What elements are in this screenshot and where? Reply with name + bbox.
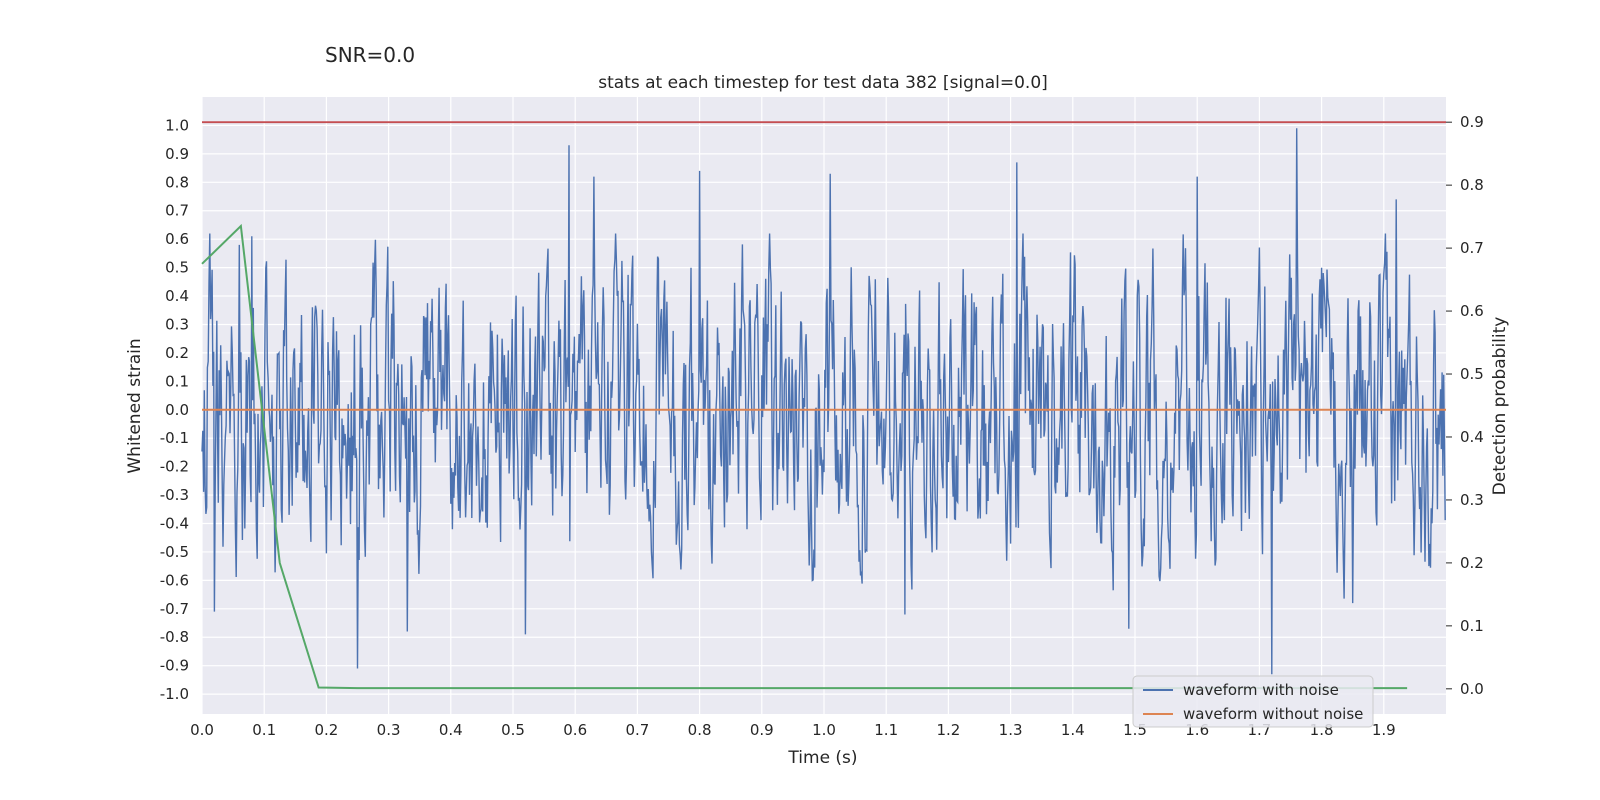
x-tick-label: 0.3 bbox=[377, 721, 401, 739]
legend-label-noisy: waveform with noise bbox=[1183, 681, 1339, 699]
x-tick-label: 1.3 bbox=[999, 721, 1023, 739]
y-tick-label: 0.2 bbox=[165, 344, 189, 362]
x-tick-label: 1.4 bbox=[1061, 721, 1085, 739]
y-tick-label: 0.7 bbox=[165, 202, 189, 220]
y-tick-label: 0.8 bbox=[165, 173, 189, 191]
y-tick-label: 0.3 bbox=[165, 315, 189, 333]
y-tick-label: 0.9 bbox=[165, 145, 189, 163]
y2-tick-label: 0.1 bbox=[1460, 617, 1484, 635]
chart-suptitle: SNR=0.0 bbox=[325, 43, 415, 67]
y-tick-label: -0.8 bbox=[160, 628, 189, 646]
y-tick-label: -1.0 bbox=[160, 685, 189, 703]
y-tick-label: 0.6 bbox=[165, 230, 189, 248]
x-axis-label: Time (s) bbox=[787, 748, 857, 768]
y-tick-label: 1.0 bbox=[165, 116, 189, 134]
chart-title: stats at each timestep for test data 382… bbox=[598, 73, 1048, 93]
y-tick-label: 0.1 bbox=[165, 372, 189, 390]
x-tick-label: 0.6 bbox=[563, 721, 587, 739]
y2-tick-label: 0.5 bbox=[1460, 365, 1484, 383]
x-tick-label: 0.1 bbox=[252, 721, 276, 739]
y2-tick-label: 0.3 bbox=[1460, 491, 1484, 509]
legend-label-clean: waveform without noise bbox=[1183, 705, 1363, 723]
x-tick-label: 1.2 bbox=[936, 721, 960, 739]
y-tick-label: -0.5 bbox=[160, 543, 189, 561]
y2-tick-label: 0.8 bbox=[1460, 176, 1484, 194]
series-waveform-with-noise bbox=[201, 128, 1446, 675]
y-tick-label: 0.0 bbox=[165, 401, 189, 419]
y-tick-label: -0.4 bbox=[160, 514, 189, 532]
x-tick-label: 0.4 bbox=[439, 721, 463, 739]
x-tick-label: 0.7 bbox=[625, 721, 649, 739]
x-tick-label: 0.5 bbox=[501, 721, 525, 739]
y2-tick-label: 0.9 bbox=[1460, 113, 1484, 131]
x-tick-label: 0.8 bbox=[688, 721, 712, 739]
x-tick-label: 0.0 bbox=[190, 721, 214, 739]
y2-tick-label: 0.7 bbox=[1460, 239, 1484, 257]
y-tick-label: -0.3 bbox=[160, 486, 189, 504]
legend: waveform with noise waveform without noi… bbox=[1132, 675, 1374, 728]
x-tick-label: 1.1 bbox=[874, 721, 898, 739]
x-tick-label: 1.9 bbox=[1372, 721, 1396, 739]
y-tick-label: -0.2 bbox=[160, 458, 189, 476]
y2-tick-label: 0.0 bbox=[1460, 680, 1484, 698]
legend-box bbox=[1132, 675, 1374, 728]
y2-tick-label: 0.6 bbox=[1460, 302, 1484, 320]
y-tick-label: -0.1 bbox=[160, 429, 189, 447]
y-tick-label: -0.7 bbox=[160, 600, 189, 618]
x-tick-label: 1.0 bbox=[812, 721, 836, 739]
y-tick-label: 0.4 bbox=[165, 287, 189, 305]
x-tick-label: 0.9 bbox=[750, 721, 774, 739]
x-tick-label: 0.2 bbox=[314, 721, 338, 739]
y2-axis-label: Detection probability bbox=[1490, 317, 1510, 496]
y-axis-left: 1.0 0.9 0.8 0.7 0.6 0.5 0.4 0.3 0.2 0.1 0.0 -0.1 -0.… bbox=[160, 116, 189, 703]
y-tick-label: 0.5 bbox=[165, 259, 189, 277]
y-tick-label: -0.9 bbox=[160, 657, 189, 675]
y2-tick-label: 0.4 bbox=[1460, 428, 1484, 446]
y-axis-right: 0.9 0.8 0.7 0.6 0.5 0.4 0.3 0.2 0.1 0.0 bbox=[1446, 113, 1484, 698]
y-axis-label: Whitened strain bbox=[125, 338, 145, 473]
y2-tick-label: 0.2 bbox=[1460, 554, 1484, 572]
y-tick-label: -0.6 bbox=[160, 571, 189, 589]
